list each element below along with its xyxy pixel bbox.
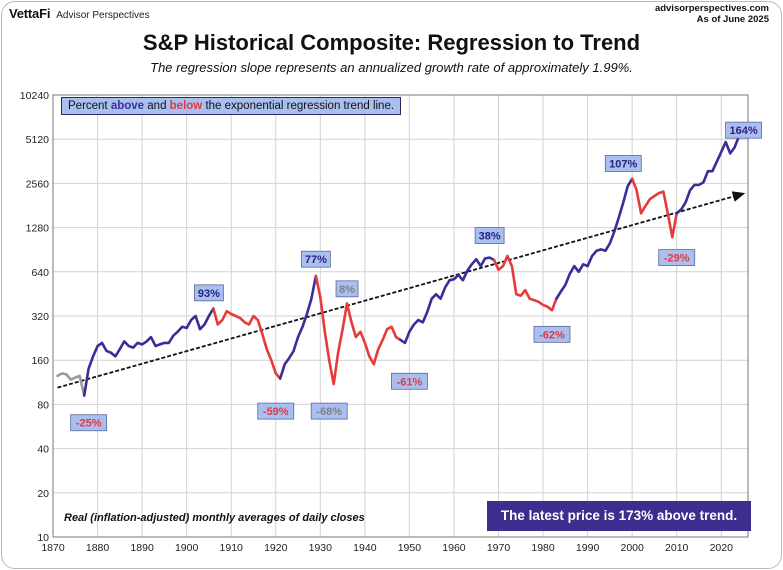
series-group — [56, 132, 745, 397]
series-segment-above — [399, 256, 496, 345]
callout-box — [194, 284, 224, 302]
callout-box — [391, 372, 428, 390]
x-tick-label: 1910 — [220, 542, 244, 554]
callout-label: -61% — [397, 376, 423, 388]
x-tick-label: 1900 — [175, 542, 199, 554]
x-tick-label: 1940 — [353, 542, 377, 554]
y-tick-label: 10240 — [20, 90, 49, 102]
series-segment-above — [675, 132, 745, 215]
legend-suffix: the exponential regression trend line. — [202, 100, 395, 112]
y-tick-label: 40 — [37, 444, 49, 456]
latest-price-box: The latest price is 173% above trend. — [487, 501, 751, 531]
source-url: advisorperspectives.com — [654, 3, 769, 14]
callout-label: -68% — [316, 406, 342, 418]
callout: 8% — [335, 280, 359, 298]
x-tick-label: 2010 — [665, 542, 689, 554]
y-tick-label: 10 — [37, 532, 49, 544]
callout-box — [300, 250, 331, 268]
trend-line-group — [57, 191, 746, 389]
callout-label: -25% — [76, 418, 102, 430]
y-tick-label: 2560 — [26, 178, 50, 190]
y-tick-label: 640 — [31, 267, 49, 279]
legend-prefix: Percent — [68, 100, 111, 112]
callout-box — [257, 402, 295, 420]
series-segment-early — [56, 372, 86, 397]
callout: 77% — [300, 250, 331, 268]
series-segment-above — [82, 307, 215, 397]
callout: 38% — [474, 227, 505, 244]
y-tick-label: 320 — [31, 311, 49, 323]
series-segment-above — [555, 177, 634, 301]
grid — [52, 94, 748, 538]
y-tick-label: 80 — [37, 399, 49, 411]
callout-label: -29% — [664, 253, 690, 265]
x-tick-label: 1890 — [130, 542, 154, 554]
callout-label: 107% — [609, 158, 637, 170]
series-segment-below — [492, 254, 558, 312]
series-segment-below — [314, 274, 402, 386]
callout-label: 93% — [198, 288, 220, 300]
legend-mid: and — [144, 100, 170, 112]
source-block: advisorperspectives.com As of June 2025 — [655, 3, 769, 25]
callout: 107% — [604, 155, 642, 172]
legend-below: below — [169, 100, 203, 112]
callout-box — [658, 249, 696, 266]
brand-sub: Advisor Perspectives — [56, 10, 150, 21]
callout-label: -62% — [539, 329, 565, 341]
callout: 164% — [725, 121, 762, 139]
callout-box — [70, 414, 108, 432]
x-tick-label: 1870 — [41, 542, 65, 554]
callout: -59% — [257, 402, 295, 420]
x-tick-label: 2000 — [620, 542, 644, 554]
x-tick-label: 1920 — [264, 542, 288, 554]
callout-label: 38% — [479, 231, 501, 243]
trend-line — [57, 191, 746, 389]
chart-note: Real (inflation-adjusted) monthly averag… — [64, 512, 365, 524]
chart-title: S&P Historical Composite: Regression to … — [142, 30, 641, 55]
callout-box — [725, 121, 762, 139]
callout-label: 77% — [305, 254, 327, 266]
callout-label: 8% — [339, 284, 355, 296]
x-tick-label: 1970 — [487, 542, 511, 554]
legend-box: Percent above and below the exponential … — [61, 97, 402, 115]
callout: -62% — [533, 325, 571, 343]
chart-subtitle: The regression slope represents an annua… — [150, 60, 633, 75]
callout: 93% — [194, 284, 224, 302]
legend-above: above — [110, 100, 145, 112]
x-tick-label: 1950 — [398, 542, 422, 554]
callout-label: 164% — [729, 125, 757, 137]
callout-box — [604, 155, 642, 172]
callout-box — [474, 227, 505, 244]
callouts-group: -25% 93% -59% 77% -68% 8% -61% 38% -62% 107% -29% 1… — [70, 121, 762, 432]
series-segment-above — [278, 274, 318, 380]
callout-box — [335, 280, 359, 298]
series-segment-below — [212, 307, 282, 380]
callout: -68% — [310, 402, 348, 420]
callout-box — [533, 325, 571, 343]
callout: -25% — [70, 414, 108, 432]
x-tick-label: 2020 — [710, 542, 734, 554]
x-tick-label: 1960 — [442, 542, 466, 554]
y-tick-label: 1280 — [26, 223, 50, 235]
brand-logo: VettaFi Advisor Perspectives — [9, 6, 150, 21]
x-tick-label: 1990 — [576, 542, 600, 554]
source-date: As of June 2025 — [696, 14, 769, 25]
x-tick-label: 1980 — [531, 542, 555, 554]
axes: 10 20 40 80 160 320 640 1280 2560 5120 10240 1870 18… — [20, 90, 749, 554]
series-segment-below — [630, 177, 679, 239]
callout: -29% — [658, 249, 696, 266]
callout-label: -59% — [263, 406, 289, 418]
y-tick-label: 20 — [37, 488, 49, 500]
x-tick-label: 1930 — [309, 542, 333, 554]
y-tick-label: 5120 — [26, 134, 50, 146]
callout-box — [310, 402, 348, 420]
x-tick-label: 1880 — [86, 542, 110, 554]
brand-name: VettaFi — [9, 6, 51, 21]
callout: -61% — [391, 372, 428, 390]
plot-area-border — [52, 94, 749, 538]
y-tick-label: 160 — [31, 355, 49, 367]
